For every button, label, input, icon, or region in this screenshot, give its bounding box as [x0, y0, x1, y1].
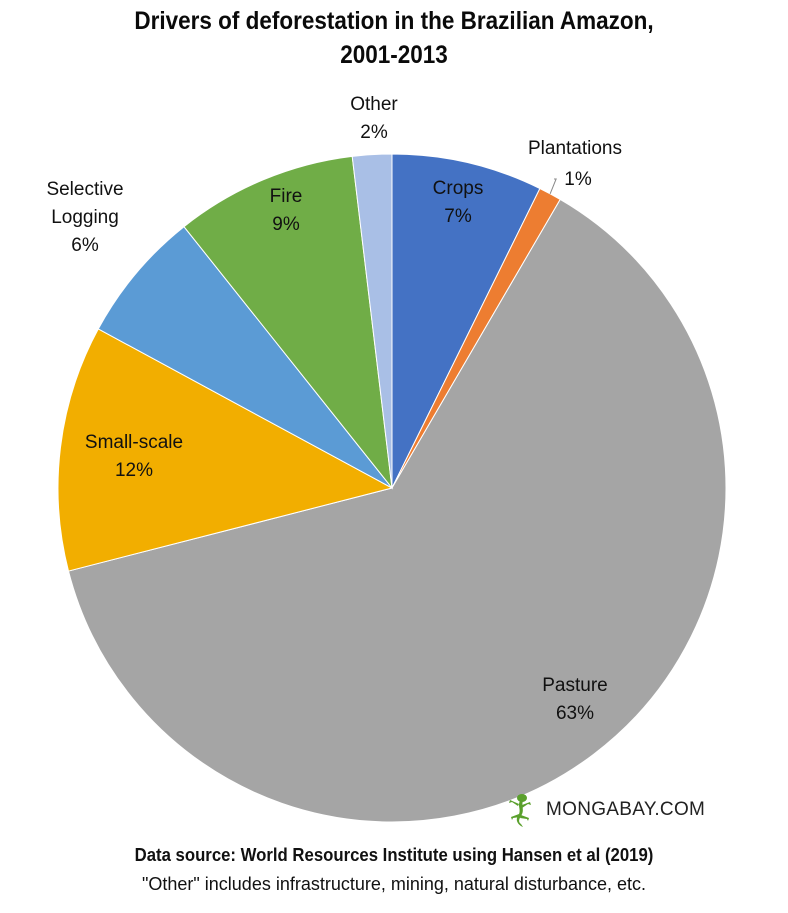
data-source-text: Data source: World Resources Institute u…	[134, 845, 654, 865]
slice-label-crops: Crops	[433, 178, 484, 199]
gecko-icon	[509, 794, 531, 827]
slice-label-small-scale: Small-scale	[85, 432, 183, 453]
pie-slice-pasture	[67, 198, 727, 823]
slice-value-pasture: 63%	[556, 703, 594, 724]
mongabay-logo: MONGABAY.COM	[500, 790, 705, 830]
mongabay-brand-text: MONGABAY.COM	[546, 799, 706, 820]
chart-title-line-2: 2001-2013	[340, 41, 448, 69]
pie-slice-small-scale	[57, 328, 394, 572]
slice-value-fire: 9%	[272, 214, 300, 235]
slice-value-plantations: 1%	[564, 169, 592, 190]
chart-title-line-1: Drivers of deforestation in the Brazilia…	[134, 7, 654, 35]
leader-line-plantations	[549, 178, 557, 194]
slice-label-pasture: Pasture	[542, 675, 607, 696]
pie-slice-crops	[391, 153, 541, 489]
slice-label-selective-logging: Logging	[51, 207, 119, 228]
slice-label-selective-logging: Selective	[46, 179, 123, 200]
slice-value-selective-logging: 6%	[71, 235, 99, 256]
slice-value-small-scale: 12%	[115, 460, 153, 481]
other-footnote-text: "Other" includes infrastructure, mining,…	[141, 874, 647, 894]
pie-slice-selective-logging	[97, 225, 393, 489]
pie-slice-fire	[183, 155, 393, 490]
slice-label-fire: Fire	[270, 186, 303, 207]
slice-value-other: 2%	[360, 122, 388, 143]
slice-label-plantations: Plantations	[528, 138, 622, 159]
slice-label-other: Other	[350, 94, 398, 115]
pie-slice-other	[351, 153, 393, 489]
slice-value-crops: 7%	[444, 206, 472, 227]
chart-title: Drivers of deforestation in the Brazilia…	[39, 4, 748, 72]
